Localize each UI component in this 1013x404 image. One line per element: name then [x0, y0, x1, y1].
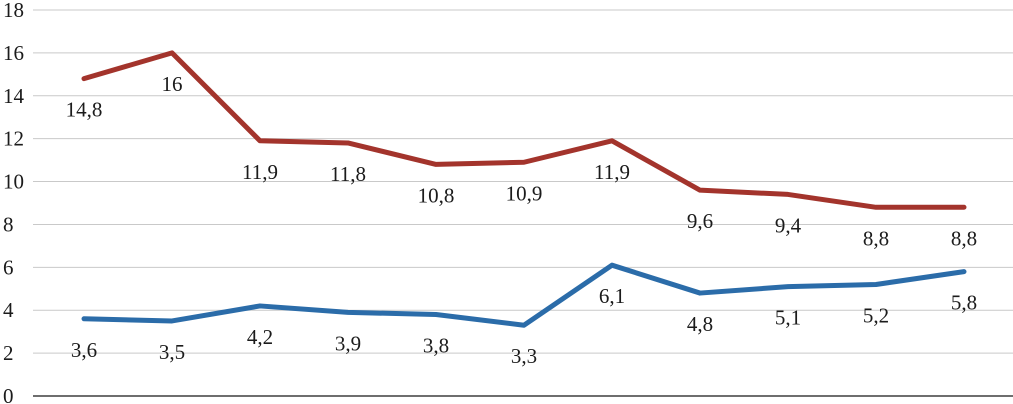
blue-series-data-label: 3,3: [511, 344, 537, 368]
blue-series-data-label: 3,5: [159, 340, 185, 364]
red-series-data-label: 9,6: [687, 209, 713, 233]
red-series-data-label: 10,9: [506, 181, 543, 205]
y-axis-tick-label: 0: [3, 384, 14, 404]
blue-series-data-label: 5,2: [863, 303, 889, 327]
y-axis-tick-label: 6: [3, 255, 14, 279]
y-axis-tick-label: 12: [3, 127, 24, 151]
y-axis-tick-label: 14: [3, 84, 25, 108]
blue-series-data-label: 5,8: [951, 291, 977, 315]
red-series-data-label: 9,4: [775, 213, 802, 237]
red-series-data-label: 8,8: [863, 226, 889, 250]
y-axis-tick-label: 16: [3, 41, 24, 65]
blue-series-data-label: 4,2: [247, 325, 273, 349]
blue-series-data-label: 3,6: [71, 338, 97, 362]
red-series-data-label: 10,8: [418, 183, 455, 207]
y-axis-tick-label: 2: [3, 341, 14, 365]
blue-series-data-label: 5,1: [775, 306, 801, 330]
red-series-data-label: 11,8: [330, 162, 366, 186]
red-series-data-label: 14,8: [66, 98, 103, 122]
red-series-data-label: 11,9: [242, 160, 278, 184]
y-axis-tick-label: 4: [3, 298, 14, 322]
y-axis-tick-label: 8: [3, 212, 14, 236]
red-series-data-label: 8,8: [951, 226, 977, 250]
y-axis-tick-label: 10: [3, 170, 24, 194]
blue-series-data-label: 3,9: [335, 331, 361, 355]
red-series-line: [81, 50, 967, 210]
y-axis-tick-label: 18: [3, 0, 24, 22]
red-series-data-label: 11,9: [594, 160, 630, 184]
blue-series-data-label: 4,8: [687, 312, 713, 336]
blue-series-data-label: 3,8: [423, 334, 449, 358]
red-series-data-label: 16: [162, 72, 183, 96]
blue-series-data-label: 6,1: [599, 284, 625, 308]
blue-series-line: [81, 262, 967, 328]
